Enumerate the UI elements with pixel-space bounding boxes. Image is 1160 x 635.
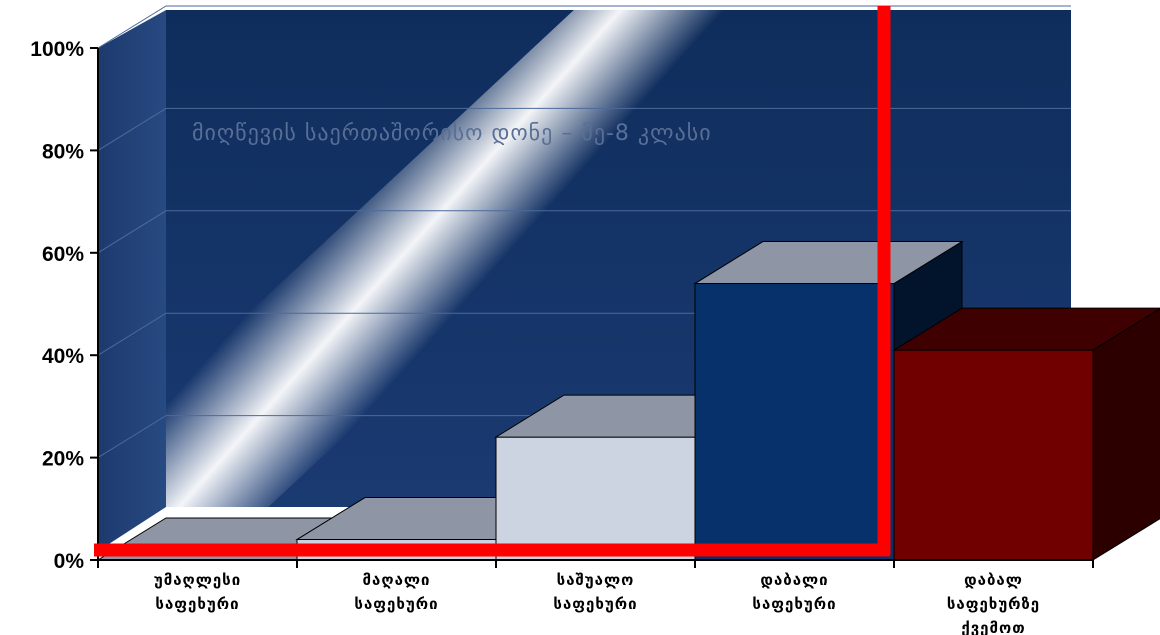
plot-side-wall: [98, 10, 166, 551]
y-tick-label: 60%: [42, 243, 84, 266]
category-label: დაბალი: [760, 571, 828, 589]
x-axis-ticks: [97, 560, 1094, 568]
category-label: საფეხური: [553, 595, 637, 613]
bar-side: [1092, 308, 1160, 561]
bar-front: [495, 436, 696, 561]
category-label: ქვემოთ: [961, 619, 1025, 635]
bar-top: [693, 241, 964, 285]
category-label: საფეხური: [752, 595, 836, 613]
highlight-frame: [94, 6, 891, 557]
category-label: მაღალი: [363, 571, 431, 589]
gridline-80: [97, 107, 1071, 151]
y-tick-label: 80%: [42, 140, 84, 163]
gridline-100: [97, 5, 1071, 49]
category-label: საფეხურზე: [947, 595, 1040, 613]
gridline-60: [97, 210, 1071, 254]
bar-5: [892, 307, 1160, 561]
category-label: უმაღლესი: [154, 571, 241, 589]
y-tick-label: 100%: [30, 38, 84, 61]
bar-front: [893, 349, 1094, 561]
category-label: საფეხური: [155, 595, 239, 613]
y-tick-label: 0%: [54, 550, 85, 573]
category-label: საშუალო: [557, 571, 635, 589]
bar-4: [693, 240, 964, 561]
y-tick-label: 20%: [42, 448, 84, 471]
bar-top: [892, 307, 1160, 351]
bar-front: [694, 283, 895, 561]
category-label: საფეხური: [354, 595, 438, 613]
category-labels: უმაღლესი საფეხური მაღალი საფეხური საშუალო საფ…: [154, 571, 1040, 635]
category-label: დაბალ: [964, 571, 1023, 589]
y-tick-label: 40%: [42, 345, 84, 368]
y-axis-ticks: 0% 20% 40% 60% 80% 100%: [30, 38, 98, 573]
chart-title: მიღწევის საერთაშორისო დონე – მე-8 კლასი: [192, 121, 712, 146]
light-streak: [166, 10, 802, 507]
